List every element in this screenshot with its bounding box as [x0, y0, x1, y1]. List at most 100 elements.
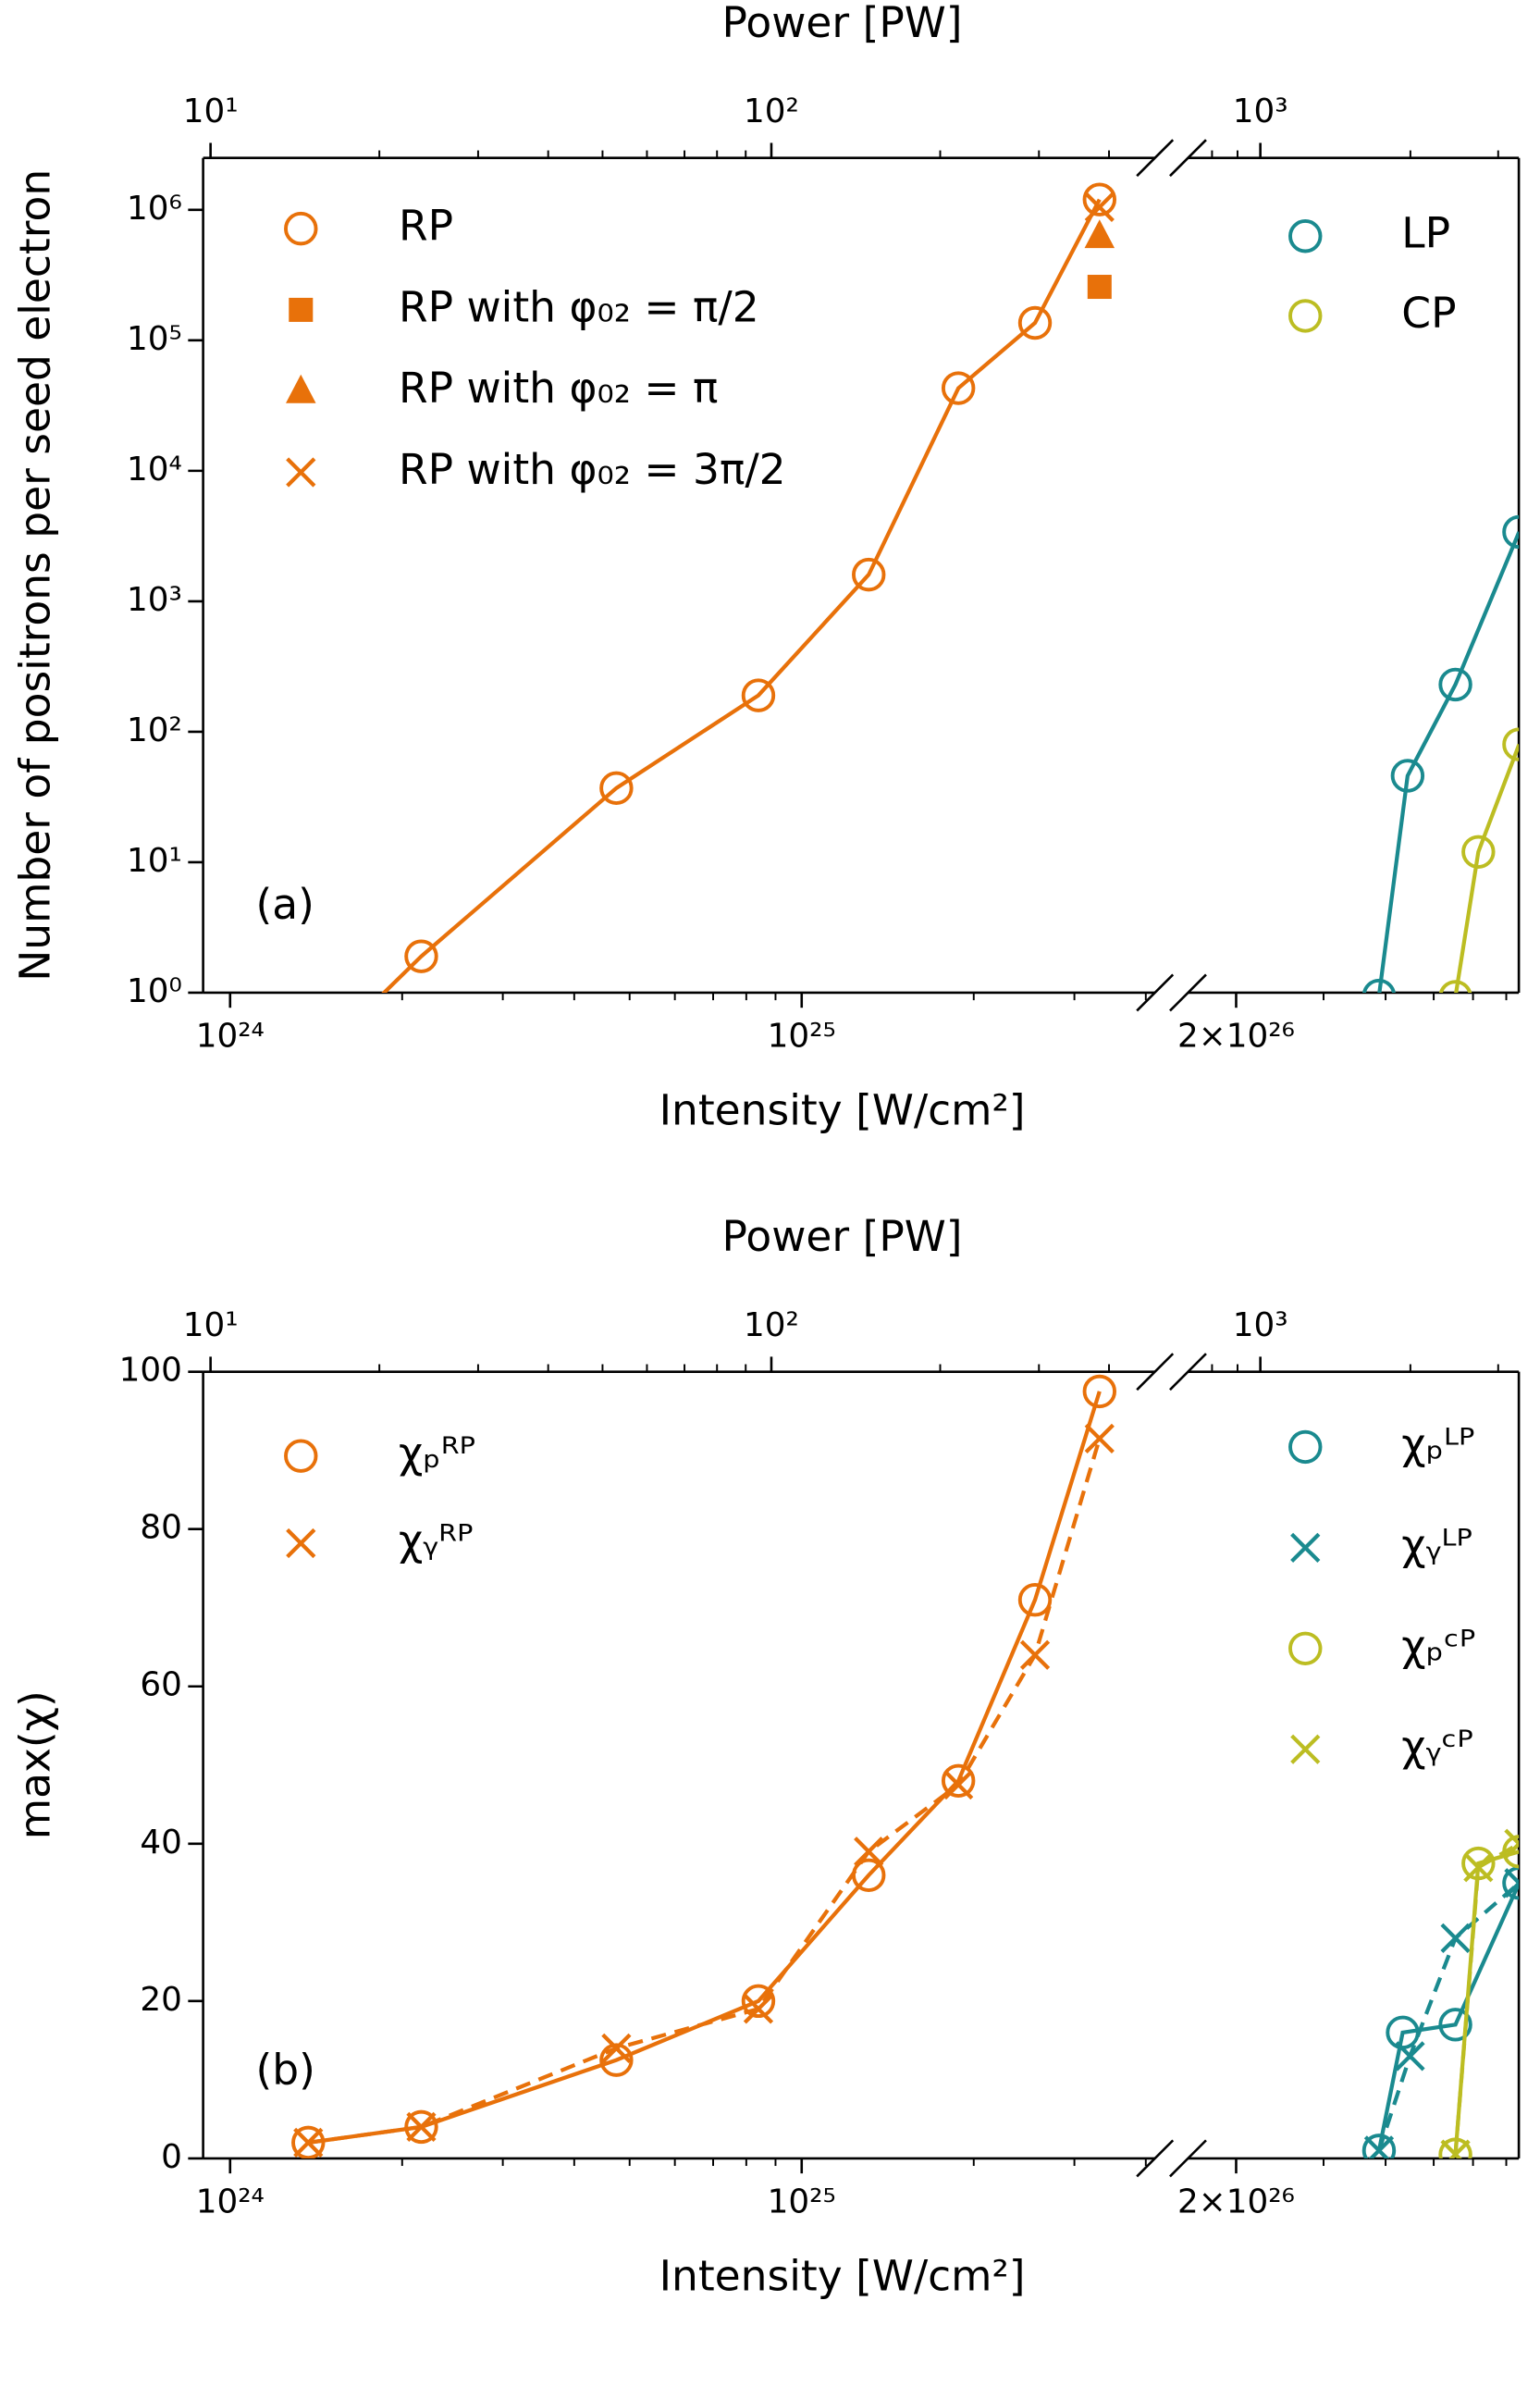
legend-marker — [1288, 299, 1323, 333]
marker — [1082, 182, 1117, 216]
marker — [1084, 219, 1115, 249]
series — [293, 1423, 1115, 2158]
legend-marker — [286, 457, 316, 488]
series — [1084, 192, 1115, 222]
marker — [741, 1984, 776, 2019]
marker — [1019, 1639, 1051, 1670]
panel-annotation: (a) — [256, 880, 314, 929]
legend-label: χₚᴸᴾ — [1401, 1419, 1474, 1468]
series — [293, 182, 1117, 1082]
legend-label: χₚᴿᴾ — [399, 1428, 475, 1478]
legend-marker — [286, 374, 316, 403]
legend-label: CP — [1401, 289, 1456, 338]
y-tick-label: 10¹ — [127, 842, 182, 880]
x2-axis-label: Power [PW] — [722, 1212, 963, 1261]
x-tick-label: 10²⁴ — [196, 2183, 265, 2221]
x2-axis-label: Power [PW] — [722, 0, 963, 47]
series — [1087, 275, 1112, 300]
marker — [1502, 727, 1520, 761]
y-tick-label: 10⁶ — [127, 190, 182, 228]
marker — [1362, 978, 1396, 993]
marker — [1461, 835, 1496, 869]
y-tick-label: 10⁴ — [127, 451, 182, 489]
marker — [404, 2109, 438, 2145]
marker — [1504, 1868, 1520, 1898]
marker — [1084, 192, 1115, 222]
series — [1084, 219, 1115, 249]
marker — [743, 1994, 774, 2024]
legend-label: χᵧᴿᴾ — [399, 1515, 473, 1565]
marker — [599, 2043, 634, 2077]
marker — [1361, 2133, 1397, 2158]
marker — [599, 771, 634, 806]
x-tick-label: 2×10²⁶ — [1177, 2183, 1295, 2221]
marker — [854, 1837, 884, 1867]
legend-label: LP — [1401, 209, 1450, 258]
series — [1362, 514, 1520, 993]
marker — [1390, 759, 1425, 793]
x2-tick-label: 10³ — [1233, 93, 1288, 130]
y-tick-label: 40 — [140, 1824, 182, 1861]
marker — [293, 2127, 324, 2158]
marker — [1438, 980, 1472, 993]
legend-marker — [284, 211, 318, 246]
marker — [1502, 514, 1520, 550]
legend-marker — [289, 297, 314, 322]
panel: 0 20 40 60 80 100 10²⁴ 10²⁵ 10¹ 10² 2×10²⁶ 10³ Inten… — [10, 1212, 1521, 2300]
legend-marker — [1290, 1734, 1321, 1764]
marker — [601, 2033, 632, 2063]
marker — [941, 371, 976, 405]
x-tick-label: 10²⁴ — [196, 1018, 265, 1056]
marker — [943, 1769, 974, 1800]
y-axis-label: max(χ) — [10, 1690, 59, 1839]
y-tick-label: 0 — [161, 2138, 182, 2176]
series — [1363, 1868, 1520, 2158]
marker — [406, 2111, 437, 2143]
y-tick-label: 10³ — [127, 581, 182, 619]
marker — [1502, 1866, 1520, 1900]
marker — [1438, 667, 1472, 702]
series-line — [307, 1438, 1102, 2145]
series — [1438, 1835, 1520, 2158]
y-axis-label: Number of positrons per seed electron — [10, 169, 59, 982]
x2-tick-label: 10² — [744, 1306, 799, 1344]
x2-tick-label: 10¹ — [183, 1306, 239, 1344]
marker — [404, 939, 438, 973]
series-line — [1377, 531, 1520, 993]
marker — [293, 1052, 324, 1082]
x-axis-label: Intensity [W/cm²] — [659, 1086, 1026, 1135]
legend-label: RP with φ₀₂ = π/2 — [399, 282, 759, 331]
marker — [1082, 1374, 1117, 1409]
legend-marker — [1288, 1429, 1323, 1465]
series — [1440, 1828, 1520, 2158]
x-tick-label: 10²⁵ — [768, 1018, 836, 1056]
series-line — [1453, 1841, 1520, 2155]
marker — [1463, 1852, 1494, 1883]
legend-label: χᵧᶜᴾ — [1401, 1722, 1472, 1771]
marker — [1363, 2135, 1395, 2158]
series — [1361, 1866, 1520, 2158]
marker — [1504, 1828, 1520, 1859]
legend-label: RP with φ₀₂ = π — [399, 364, 718, 413]
series-line — [1454, 743, 1520, 993]
legend-label: RP with φ₀₂ = 3π/2 — [399, 445, 786, 494]
y-tick-label: 10⁵ — [127, 320, 182, 358]
x-axis-label: Intensity [W/cm²] — [659, 2251, 1026, 2300]
axis-break — [1136, 2139, 1175, 2178]
marker — [1440, 1923, 1471, 1953]
y-tick-label: 100 — [119, 1352, 182, 1390]
panel-annotation: (b) — [256, 2046, 315, 2095]
axis-break — [1136, 1353, 1175, 1391]
axis-break — [1169, 1353, 1207, 1391]
x2-tick-label: 10² — [744, 93, 799, 130]
series-line — [1376, 1881, 1520, 2152]
x2-tick-label: 10³ — [1233, 1306, 1288, 1344]
marker — [1017, 305, 1053, 340]
marker — [1395, 2041, 1425, 2072]
x2-tick-label: 10¹ — [183, 93, 239, 130]
legend-label: RP — [399, 202, 453, 251]
y-tick-label: 60 — [140, 1666, 182, 1704]
axis-break — [1136, 973, 1175, 1012]
series — [291, 1374, 1117, 2158]
